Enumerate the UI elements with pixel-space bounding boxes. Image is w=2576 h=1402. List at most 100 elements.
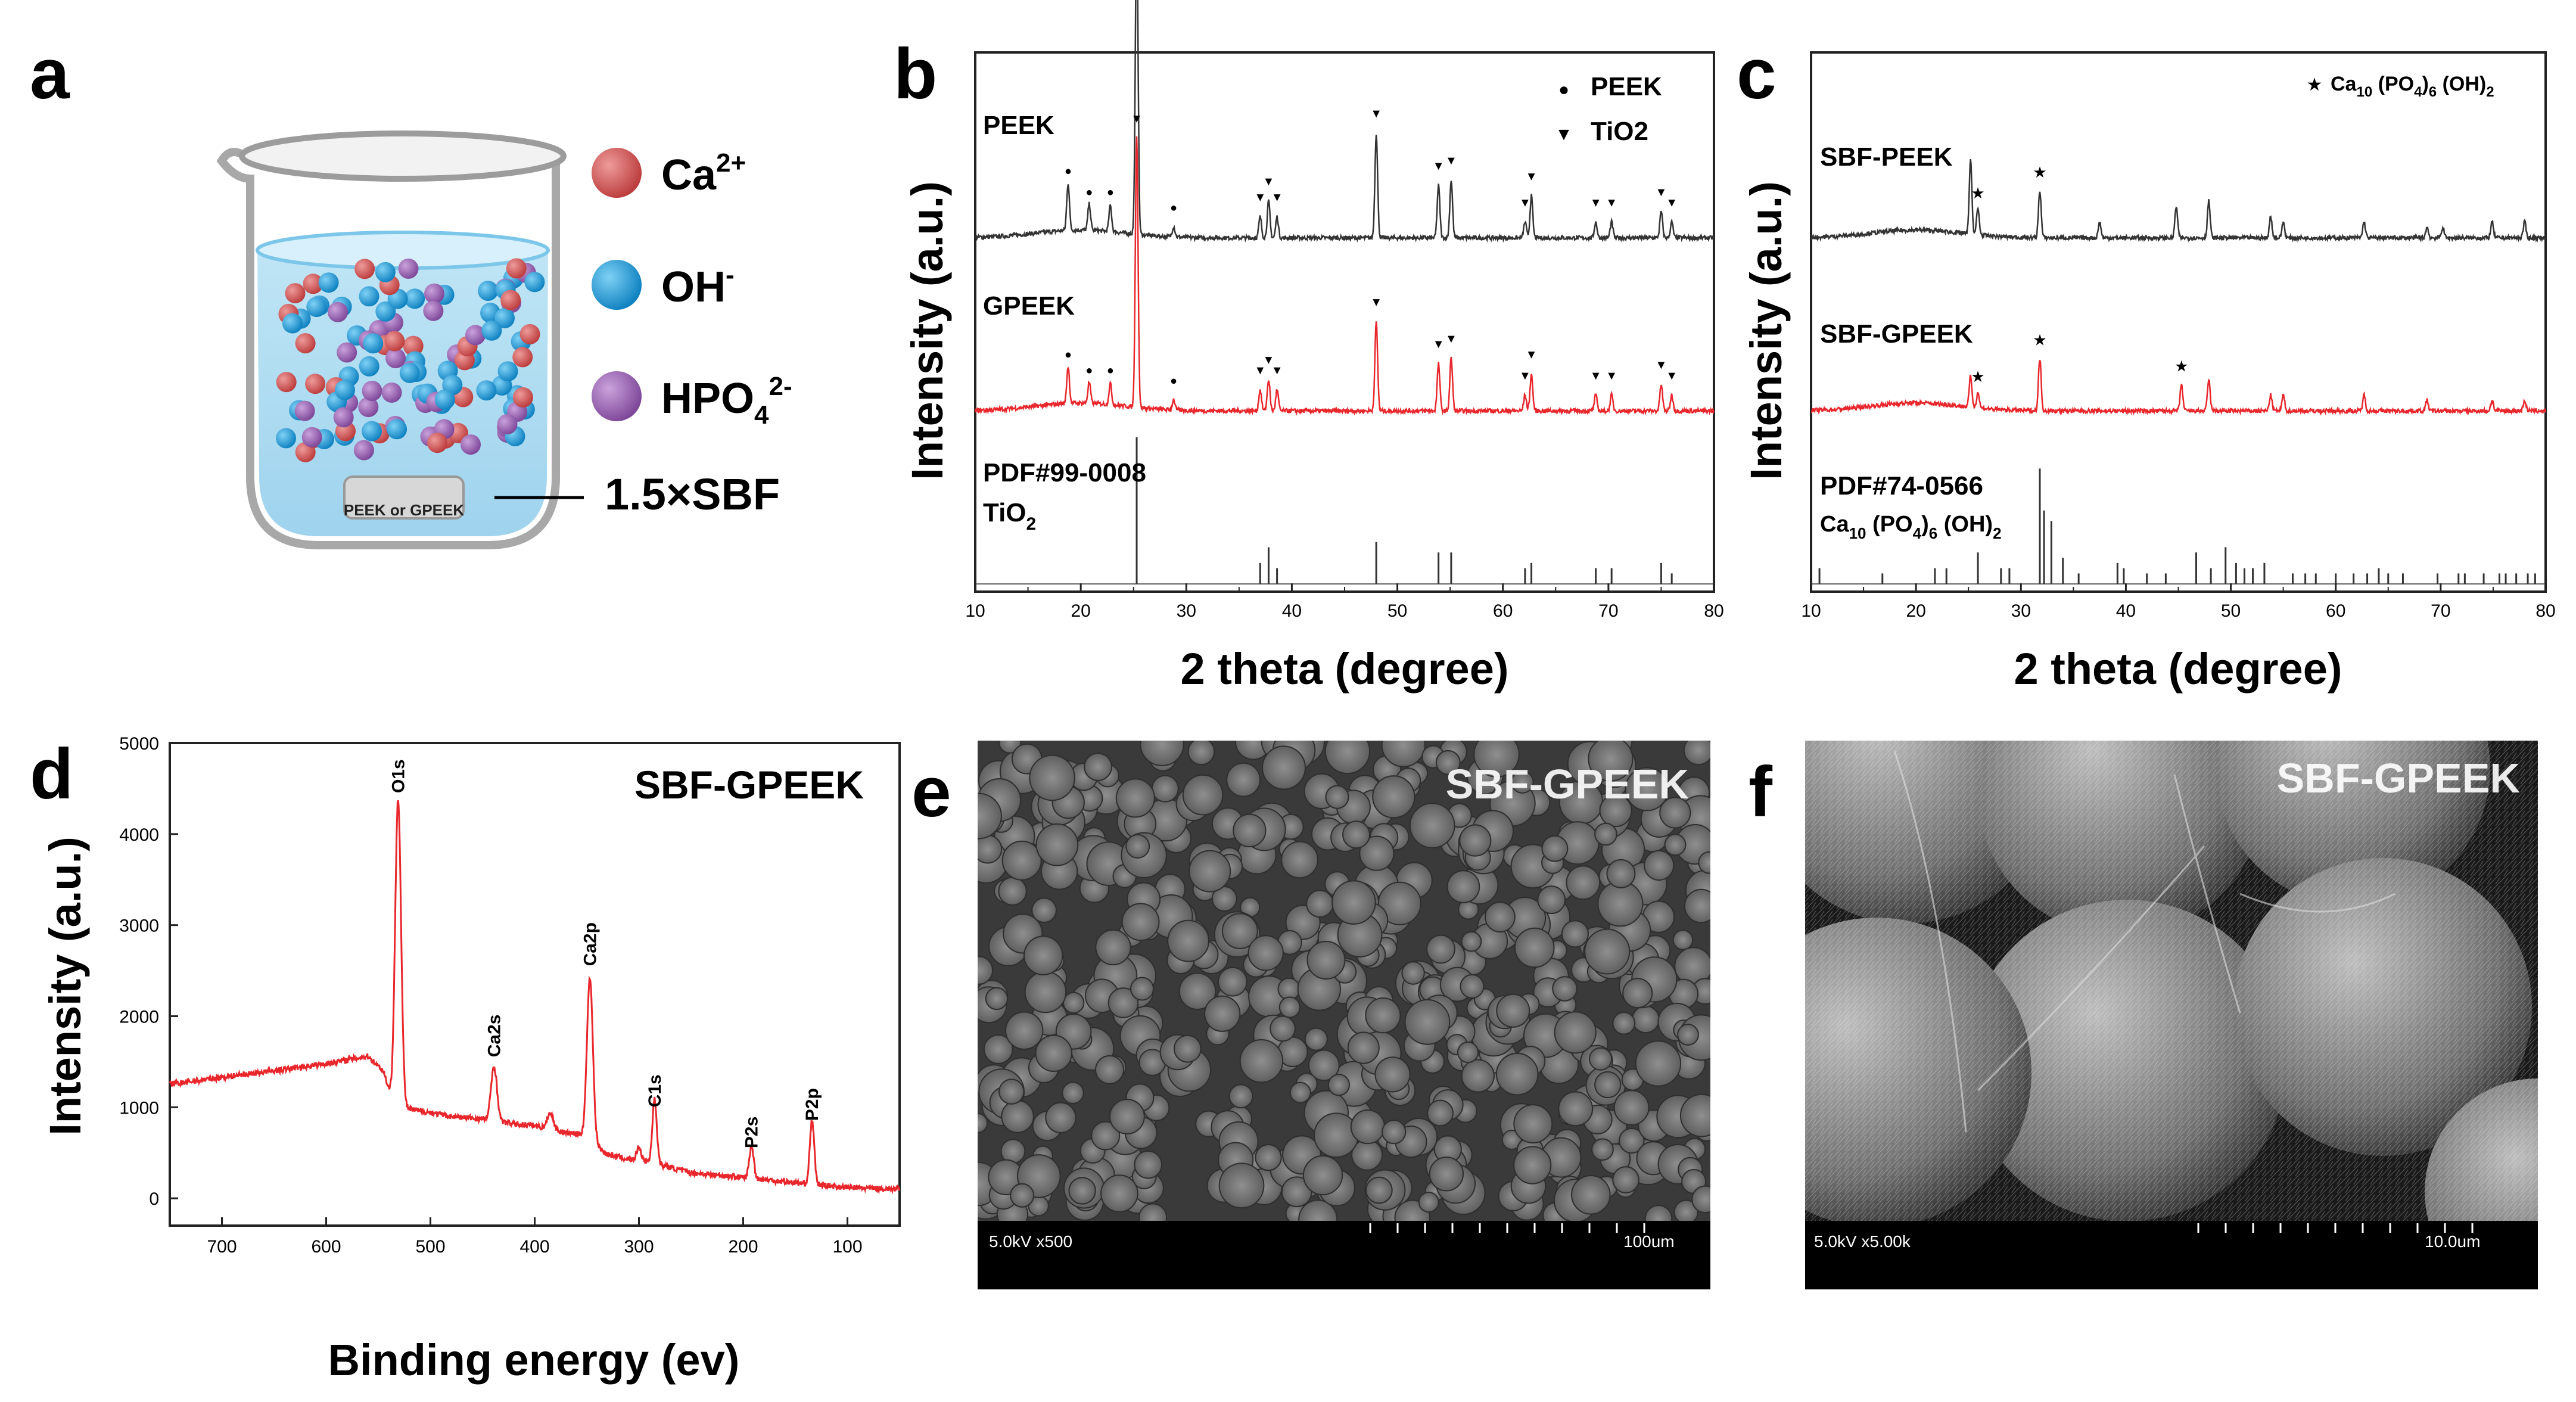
sem-particle (1664, 834, 1687, 856)
x-tick-label: 60 (2326, 601, 2345, 621)
peek-peak-marker: ● (1107, 186, 1114, 199)
sem-particle (1084, 753, 1112, 781)
peak-annotation: P2s (742, 1117, 762, 1148)
sem-particle (1457, 1042, 1479, 1064)
sem-particle (1571, 1175, 1611, 1215)
sem-f-scalebar (2197, 1223, 2474, 1233)
oh-ion (524, 272, 545, 293)
tio2-peak-marker: ▼ (1370, 107, 1382, 120)
ca-ion (506, 258, 527, 279)
sem-particle (1347, 1031, 1380, 1064)
hpo4-ion (328, 301, 348, 322)
sem-particle (1140, 741, 1184, 766)
x-tick-label: 80 (1704, 601, 1723, 621)
ca-ion (403, 335, 424, 356)
sem-particle (1262, 745, 1306, 790)
ion-particles (276, 258, 545, 462)
tio2-peak-marker: ▼ (1526, 349, 1538, 362)
sem-particle (1594, 822, 1617, 846)
sem-particle (1342, 820, 1370, 849)
x-tick-label: 50 (2221, 601, 2241, 621)
oh-ion (476, 380, 497, 401)
sem-particle (1095, 929, 1131, 966)
x-tick-label: 20 (1906, 601, 1925, 621)
ca-ion-icon (592, 148, 642, 198)
sem-particle (1418, 1192, 1439, 1213)
hpo4-ion-icon (592, 371, 642, 421)
tio2-peak-marker: ▼ (1666, 196, 1678, 209)
sem-particle (1635, 1040, 1682, 1087)
tio2-peak-marker: ▼ (1131, 113, 1143, 126)
sem-particle (1100, 1174, 1138, 1213)
oh-ion (359, 356, 379, 377)
sem-particle (1278, 996, 1301, 1018)
sem-particle (1589, 1047, 1613, 1071)
ha-peak-marker: ★ (1971, 184, 1984, 202)
sem-particle (1109, 1099, 1145, 1134)
sem-particle (978, 834, 1003, 864)
d-xlabel: Binding energy (ev) (328, 1335, 740, 1385)
sem-particle (1459, 824, 1492, 857)
hpo4-ion (423, 300, 444, 321)
sem-particle (1324, 741, 1371, 775)
peek-peak-marker: ● (1065, 349, 1072, 362)
sem-particle (1010, 1183, 1035, 1208)
ca-ion (519, 324, 540, 344)
sem-particle (985, 987, 1009, 1011)
sem-particle (1327, 1074, 1350, 1096)
x-tick-label: 50 (1387, 601, 1407, 621)
sem-particle (1189, 850, 1231, 893)
b-legend-marker-tio2: ▼ (1555, 125, 1573, 144)
panel-letter-e: e (911, 752, 951, 832)
y-tick-label: 2000 (119, 1007, 159, 1027)
tio2-peak-marker: ▼ (1656, 359, 1667, 372)
sem-particle (1591, 1138, 1614, 1161)
sem-particle (1691, 1185, 1710, 1214)
x-tick-label: 80 (2535, 601, 2555, 621)
sem-particle (1672, 930, 1694, 950)
sem-particle (1511, 770, 1534, 794)
sem-particle (1350, 1109, 1385, 1145)
c-label-sbf-gpeek: SBF-GPEEK (1820, 319, 1973, 349)
ha-peak-marker: ★ (1971, 368, 1984, 386)
sem-particle (1684, 888, 1710, 924)
tio2-peak-marker: ▼ (1606, 196, 1617, 209)
sem-particle (978, 956, 994, 985)
panel-b: b Intensity (a.u.) ●●●●▼▼▼▼▼▼▼▼▼▼▼▼▼●●●●… (894, 0, 1724, 694)
sem-particle (1679, 1093, 1710, 1137)
sem-particle (1306, 890, 1334, 918)
peak-annotation: O1s (388, 759, 408, 793)
sem-particle (1382, 1120, 1407, 1145)
b-x-ticks: 10 20 30 40 50 60 70 80 (965, 583, 1724, 621)
b-xlabel: 2 theta (degree) (1180, 644, 1508, 694)
hpo4-ion (385, 348, 406, 368)
sem-particle (1612, 1011, 1636, 1035)
tio2-peak-marker: ▼ (1254, 191, 1266, 204)
sem-particle (1427, 1099, 1454, 1127)
sem-particle (1325, 785, 1349, 809)
beaker: PEEK or GPEEK (216, 130, 567, 549)
peek-peak-marker: ● (1085, 186, 1093, 199)
ca-ion (512, 347, 533, 368)
sem-particle (1461, 1059, 1495, 1093)
sem-particle (1496, 993, 1530, 1028)
x-tick-label: 300 (624, 1237, 654, 1257)
x-tick-label: 70 (2431, 601, 2450, 621)
sem-particle (1359, 835, 1395, 871)
sem-particle (1365, 1176, 1393, 1204)
oh-ion (335, 380, 355, 400)
panel-a: a PEEK or GPEEK 1.5×SBF Ca2+ OH- HPO42- (30, 34, 792, 549)
sem-particle (1401, 961, 1425, 985)
hpo4-ion (461, 434, 481, 455)
sem-particle (1204, 995, 1241, 1032)
sem-particle (1308, 1049, 1340, 1081)
sem-particle (1632, 1005, 1660, 1034)
b-legend-label-tio2: TiO2 (1591, 117, 1648, 146)
sem-particle (1314, 1112, 1359, 1158)
sem-particle (1566, 865, 1601, 900)
sem-particle (1091, 1121, 1121, 1151)
sem-particle (1698, 851, 1710, 874)
oh-ion (478, 281, 499, 301)
tio2-peak-marker: ▼ (1590, 369, 1602, 383)
tio2-peak-marker: ▼ (1445, 332, 1457, 346)
